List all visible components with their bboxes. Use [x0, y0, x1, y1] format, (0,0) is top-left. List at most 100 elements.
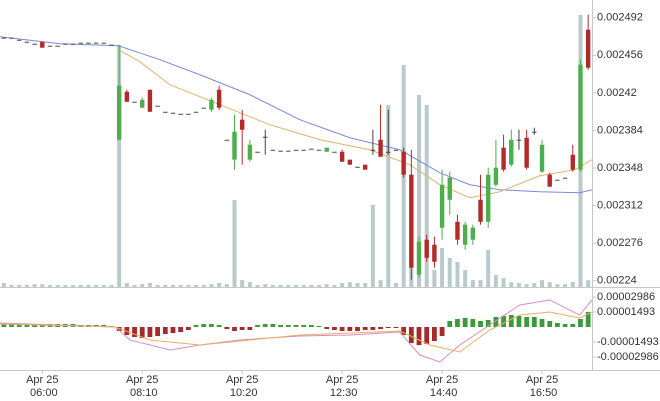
candle-body [355, 166, 360, 168]
volume-bar [332, 284, 337, 287]
volume-bar [470, 280, 475, 287]
candle-body [239, 119, 245, 130]
volume-bar [263, 284, 268, 287]
candle-body [70, 43, 76, 45]
macd-histogram-bar [162, 326, 168, 335]
y-tick-label: 0.00242 [597, 87, 637, 99]
macd-histogram-bar [293, 324, 299, 327]
candle-body [501, 147, 506, 170]
candle-body [462, 224, 468, 245]
volume-bar [286, 284, 291, 287]
macd-histogram-bar [308, 324, 314, 327]
candle-body [155, 105, 160, 107]
macd-histogram-bar [178, 326, 184, 333]
candle-body [224, 139, 230, 141]
volume-bar [455, 262, 460, 287]
volume-bar [301, 284, 306, 287]
macd-histogram-bar [370, 326, 376, 331]
candle-body [478, 199, 483, 222]
volume-bar [355, 282, 360, 287]
volume-bar [117, 45, 122, 288]
candle-body [393, 149, 399, 151]
candle-body [447, 177, 452, 200]
macd-histogram-bar [355, 326, 360, 332]
candle-body [78, 42, 83, 44]
volume-bar [217, 282, 222, 287]
volume-bar [570, 282, 575, 287]
macd-histogram-bar [585, 311, 591, 327]
macd-histogram-bar [462, 317, 468, 327]
y-tick-label: 0.002312 [597, 200, 643, 212]
volume-bar [347, 282, 352, 287]
macd-histogram-bar [578, 318, 583, 327]
volume-bar [32, 284, 37, 287]
volume-bar [63, 284, 68, 287]
volume-bar [17, 284, 22, 287]
macd-histogram-bar [32, 323, 37, 327]
macd-histogram-bar [424, 326, 430, 345]
x-tick-label: Apr 25 06:00 [26, 374, 58, 399]
macd-histogram-bar [516, 315, 522, 327]
candle-body [455, 221, 460, 240]
volume-bar [432, 270, 437, 287]
candle-body [170, 112, 176, 114]
y-tick-label: 0.002492 [597, 12, 643, 24]
macd-histogram-bar [132, 326, 137, 338]
candle-body [516, 139, 522, 141]
macd-histogram-bar [447, 320, 453, 327]
macd-histogram-bar [539, 318, 545, 327]
candle-body [9, 37, 14, 39]
volume-bar [516, 282, 521, 287]
candle-body [493, 167, 499, 185]
macd-histogram-bar [547, 320, 553, 327]
candle-body [216, 89, 222, 108]
volume-bar [186, 284, 191, 287]
volume-bar [509, 282, 514, 287]
macd-histogram-bar [378, 326, 383, 329]
y-tick-label: 0.002276 [597, 237, 643, 249]
volume-bar [247, 282, 252, 287]
macd-histogram-bar [232, 326, 237, 332]
macd-histogram-bar [570, 323, 576, 327]
macd-histogram-bar [285, 324, 291, 327]
macd-histogram-bar [216, 324, 222, 327]
candle-body [178, 113, 183, 115]
candle-body [255, 151, 260, 153]
volume-bar [370, 204, 375, 287]
macd-histogram-bar [431, 326, 437, 342]
macd-histogram-bar [209, 323, 214, 327]
candle-body [86, 42, 91, 44]
candle-body [424, 239, 429, 258]
macd-histogram-bar [493, 316, 499, 327]
volume-bar [493, 274, 498, 287]
candle-body [93, 42, 99, 44]
candle-body [147, 89, 153, 112]
volume-bar [440, 247, 445, 287]
macd-histogram-bar [485, 319, 491, 327]
candle-body [324, 147, 329, 152]
macd-histogram-bar [9, 323, 14, 327]
macd-histogram-bar [16, 323, 22, 327]
volume-bar [340, 282, 345, 287]
candle-body [347, 159, 353, 165]
macd-histogram-bar [139, 326, 145, 339]
macd-y-tick-label: 0.00001493 [597, 306, 655, 318]
candle-body [570, 154, 575, 170]
volume-bar [524, 284, 529, 287]
candle-body [47, 45, 53, 47]
candle-body [332, 151, 337, 153]
volume-bar [147, 282, 152, 287]
volume-bar [101, 284, 106, 287]
macd-histogram-bar [224, 326, 230, 329]
candle-body [578, 64, 583, 170]
candle-body [55, 45, 60, 47]
candle-body [386, 151, 391, 153]
macd-histogram-bar [385, 326, 391, 328]
candle-body [532, 131, 537, 133]
volume-bar [309, 284, 314, 287]
volume-bar [55, 284, 60, 287]
volume-bar [155, 284, 160, 287]
candle-body [124, 91, 130, 102]
volume-bar [378, 280, 383, 287]
candle-body [193, 111, 199, 113]
